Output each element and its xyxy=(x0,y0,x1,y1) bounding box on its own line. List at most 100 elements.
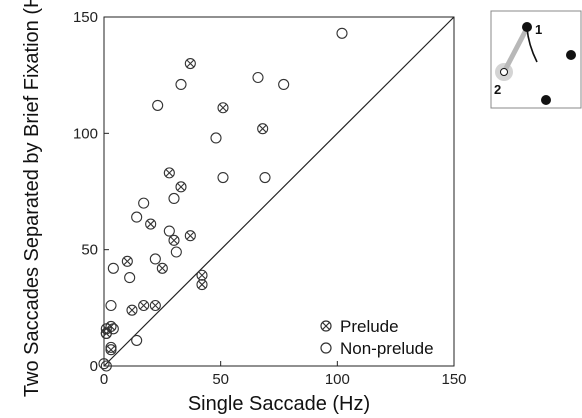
saccade-inset-diagram: 1 2 xyxy=(490,10,582,109)
point-prelude xyxy=(184,57,196,70)
point-non-prelude xyxy=(131,334,143,346)
point-non-prelude xyxy=(107,262,119,274)
point-circle xyxy=(278,78,290,91)
point-non-prelude xyxy=(105,341,117,353)
point-circle xyxy=(217,171,229,184)
x-tick-label: 50 xyxy=(212,371,229,388)
axis-ticks: 0 50 100 150 0 50 100 150 xyxy=(73,9,467,388)
point-prelude xyxy=(126,304,138,316)
point-cross xyxy=(151,301,160,310)
point-circle xyxy=(184,57,196,70)
point-circle xyxy=(98,358,110,370)
point-non-prelude xyxy=(124,272,136,284)
point-cross xyxy=(123,257,132,266)
point-circle xyxy=(149,253,161,265)
plot-frame xyxy=(103,16,455,367)
point-prelude xyxy=(196,279,208,291)
inset-label-2: 2 xyxy=(494,82,501,97)
point-circle xyxy=(163,167,175,179)
point-cross xyxy=(146,220,155,228)
plot-area xyxy=(103,16,455,367)
target-dot-right xyxy=(566,50,576,60)
point-non-prelude xyxy=(217,171,229,184)
point-circle xyxy=(168,234,180,246)
point-cross xyxy=(219,103,227,112)
point-non-prelude xyxy=(278,78,290,91)
point-circle xyxy=(138,197,150,209)
point-non-prelude xyxy=(168,192,180,205)
point-non-prelude xyxy=(252,71,264,84)
point-prelude xyxy=(184,230,196,242)
point-prelude xyxy=(163,167,175,179)
point-circle xyxy=(210,132,222,144)
point-non-prelude xyxy=(259,171,271,184)
legend: Prelude Non-prelude xyxy=(320,317,434,358)
point-circle xyxy=(175,78,187,91)
point-prelude xyxy=(156,262,168,274)
y-tick-label: 100 xyxy=(73,125,98,142)
point-cross xyxy=(170,236,178,245)
point-circle xyxy=(163,225,175,237)
start-dot-2 xyxy=(500,68,508,76)
point-circle xyxy=(145,218,157,230)
point-cross xyxy=(139,301,148,310)
point-circle xyxy=(149,299,161,312)
point-cross xyxy=(186,231,195,240)
point-prelude xyxy=(138,299,150,312)
point-circle xyxy=(196,279,208,291)
point-circle xyxy=(100,360,112,372)
y-tick-label: 50 xyxy=(81,242,98,259)
point-non-prelude xyxy=(131,211,143,223)
y-tick-label: 150 xyxy=(73,9,98,26)
saccade-path-arrow xyxy=(501,25,530,75)
point-circle xyxy=(131,334,143,346)
point-prelude xyxy=(105,344,117,356)
x-tick-label: 150 xyxy=(441,371,466,388)
point-prelude xyxy=(196,269,208,281)
point-cross xyxy=(158,264,167,273)
point-circle xyxy=(107,262,119,274)
legend-label-prelude: Prelude xyxy=(340,317,399,336)
point-circle xyxy=(336,27,348,39)
point-circle xyxy=(131,211,143,223)
point-circle xyxy=(184,230,196,242)
point-prelude xyxy=(149,299,161,312)
point-prelude xyxy=(145,218,157,230)
point-circle xyxy=(126,304,138,316)
legend-label-non-prelude: Non-prelude xyxy=(340,339,434,358)
point-non-prelude xyxy=(138,197,150,209)
legend-marker-prelude xyxy=(320,320,332,332)
target-dot-1 xyxy=(522,22,532,32)
point-circle xyxy=(170,246,182,258)
point-prelude xyxy=(168,234,180,246)
point-circle xyxy=(152,99,164,111)
point-circle xyxy=(168,192,180,205)
target-dot-bottom xyxy=(541,95,551,105)
inset-label-1: 1 xyxy=(535,22,542,37)
point-circle xyxy=(175,181,187,193)
point-circle xyxy=(138,299,150,312)
point-prelude xyxy=(217,102,229,114)
x-axis-label: Single Saccade (Hz) xyxy=(188,393,370,415)
point-cross xyxy=(198,271,206,280)
point-cross xyxy=(177,182,185,191)
point-non-prelude xyxy=(98,358,110,370)
x-tick-label: 100 xyxy=(325,371,350,388)
point-cross xyxy=(186,59,195,68)
x-tick-label: 0 xyxy=(100,371,108,388)
point-non-prelude xyxy=(149,253,161,265)
point-circle xyxy=(217,102,229,114)
point-circle xyxy=(124,272,136,284)
point-prelude xyxy=(121,255,133,267)
data-points xyxy=(98,27,348,372)
point-prelude xyxy=(175,181,187,193)
point-circle xyxy=(100,327,112,339)
point-circle xyxy=(105,299,117,312)
point-non-prelude xyxy=(100,327,112,339)
point-cross xyxy=(165,168,174,177)
point-non-prelude xyxy=(175,78,187,91)
y-tick-label: 0 xyxy=(90,358,98,375)
point-cross xyxy=(128,306,136,315)
point-circle xyxy=(196,269,208,281)
point-non-prelude xyxy=(210,132,222,144)
